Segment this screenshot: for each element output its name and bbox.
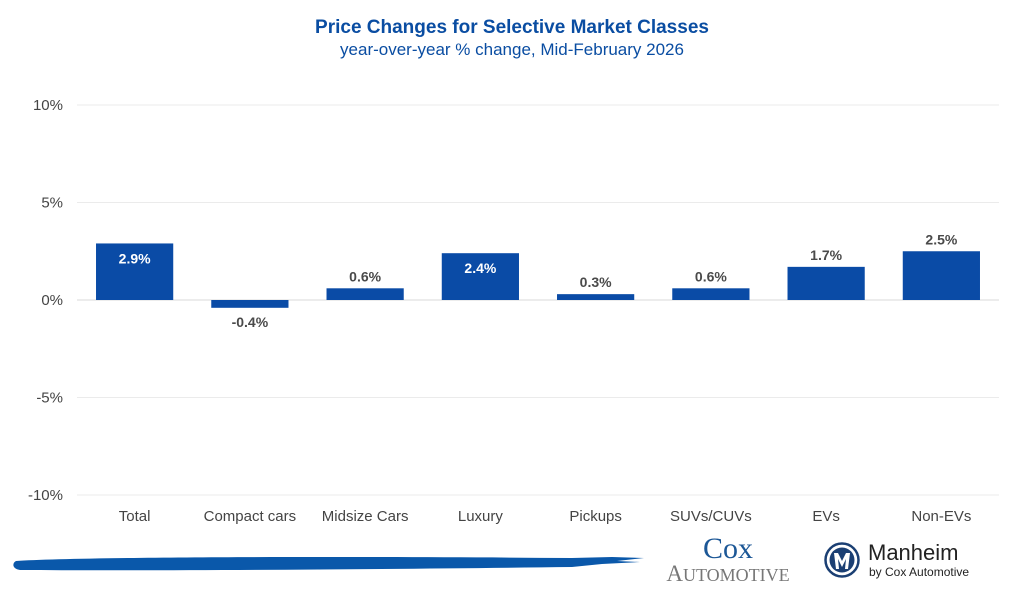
- bar: [557, 294, 635, 300]
- data-labels: 2.9% -0.4% 0.6% 2.4% 0.3% 0.6% 1.7% 2.5%: [119, 231, 958, 330]
- data-label: 1.7%: [810, 247, 842, 263]
- data-label: -0.4%: [232, 314, 269, 330]
- manheim-subtitle: by Cox Automotive: [869, 565, 970, 579]
- cox-logo-word: Cox: [702, 532, 753, 565]
- bar: [902, 251, 980, 300]
- chart-subtitle: year-over-year % change, Mid-February 20…: [340, 40, 684, 59]
- y-tick-label: -10%: [28, 487, 63, 504]
- automotive-rest: utomotive: [682, 565, 790, 585]
- y-tick-label: 5%: [41, 195, 63, 212]
- x-tick-label: SUVs/CUVs: [670, 508, 752, 525]
- automotive-cap: A: [666, 561, 683, 586]
- bar-chart: 10% 5% 0% -5% -10% 2.9% -0.4% 0.6% 2.4% 0.3% 0.6%…: [28, 97, 999, 525]
- bar: [787, 266, 865, 300]
- data-label: 2.5%: [925, 231, 957, 247]
- x-tick-label: Non-EVs: [911, 508, 971, 525]
- data-label: 2.9%: [119, 250, 151, 266]
- bar: [96, 243, 174, 300]
- data-label: 0.6%: [695, 268, 727, 284]
- y-tick-label: -5%: [36, 390, 63, 407]
- x-tick-label: EVs: [812, 508, 840, 525]
- bars: [96, 243, 980, 308]
- x-tick-label: Luxury: [458, 508, 504, 525]
- brush-stroke-decoration: [13, 557, 645, 571]
- bar: [326, 288, 404, 300]
- data-label: 2.4%: [464, 260, 496, 276]
- data-label: 0.3%: [580, 274, 612, 290]
- y-tick-label: 0%: [41, 292, 63, 309]
- bar: [441, 253, 519, 300]
- x-tick-label: Compact cars: [204, 508, 297, 525]
- x-axis-ticks: Total Compact cars Midsize Cars Luxury Picku…: [119, 508, 972, 525]
- x-tick-label: Midsize Cars: [322, 508, 409, 525]
- manheim-m-icon: [824, 542, 860, 578]
- bar: [211, 300, 289, 308]
- data-label: 0.6%: [349, 268, 381, 284]
- chart-title: Price Changes for Selective Market Class…: [315, 17, 709, 38]
- cox-automotive-logo: Cox Automotive: [652, 532, 804, 586]
- bar: [672, 288, 750, 300]
- automotive-logo-word: Automotive: [652, 561, 804, 586]
- manheim-wordmark: Manheim: [868, 540, 959, 565]
- y-axis-ticks: 10% 5% 0% -5% -10%: [28, 97, 63, 504]
- x-tick-label: Total: [119, 508, 151, 525]
- y-tick-label: 10%: [33, 97, 63, 114]
- x-tick-label: Pickups: [569, 508, 622, 525]
